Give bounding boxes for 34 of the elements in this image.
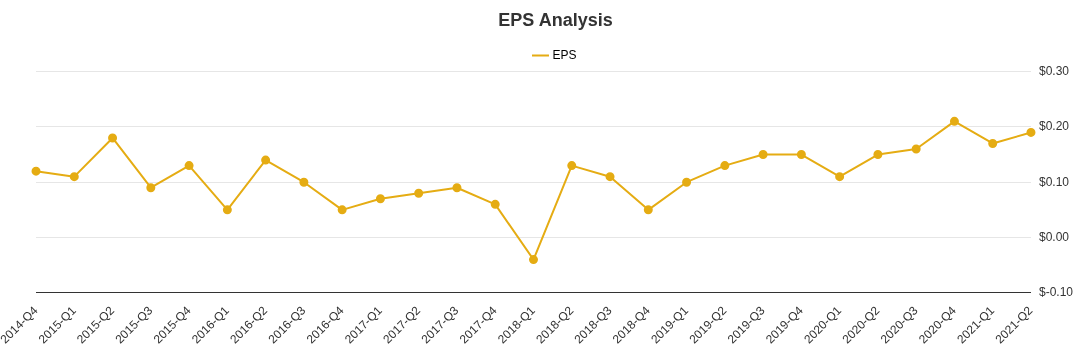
legend-label: EPS (552, 47, 577, 62)
point (796, 150, 806, 160)
y-tick-label: $0.10 (1038, 174, 1070, 189)
point (835, 172, 845, 182)
point (31, 166, 41, 176)
point (605, 172, 615, 182)
point (184, 161, 194, 171)
point (108, 133, 118, 143)
y-tick-label: $0.20 (1038, 119, 1070, 134)
point (949, 116, 959, 126)
point (490, 199, 500, 209)
point (758, 150, 768, 160)
point (1026, 127, 1036, 137)
point (567, 161, 577, 171)
point (911, 144, 921, 154)
point (988, 138, 998, 148)
y-tick-label: $0.30 (1038, 63, 1070, 78)
point (261, 155, 271, 165)
point (375, 194, 385, 204)
y-tick-label: $0.00 (1038, 229, 1070, 244)
point (222, 205, 232, 215)
point (69, 172, 79, 182)
chart-title: EPS Analysis (498, 9, 613, 30)
point (682, 177, 692, 187)
point (720, 161, 730, 171)
point (337, 205, 347, 215)
point (299, 177, 309, 187)
point (643, 205, 653, 215)
point (873, 150, 883, 160)
point (529, 255, 538, 265)
y-tick-label: $-0.10 (1038, 285, 1074, 300)
point (452, 183, 462, 193)
point (146, 183, 156, 193)
point (414, 188, 424, 198)
